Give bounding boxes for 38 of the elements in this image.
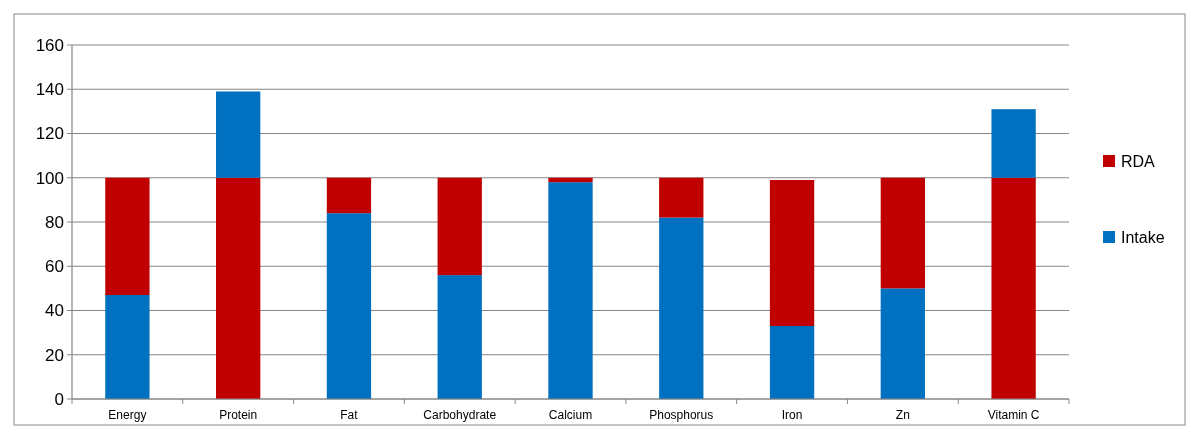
x-tick-label: Iron [781,408,803,422]
y-tick-label: 100 [35,168,64,188]
bar [548,182,593,399]
bar [659,217,704,399]
y-tick-label: 80 [45,212,64,232]
x-tick-label: Energy [108,408,147,422]
y-tick-label: 0 [54,389,64,409]
bar [105,295,150,399]
y-tick-label: 140 [35,80,64,100]
y-tick-label: 20 [45,345,64,365]
bar [659,177,704,218]
legend-label: Intake [1121,228,1165,246]
x-tick-label: Zn [895,408,910,422]
bar [326,177,372,214]
bar [880,288,925,399]
x-tick-label: Phosphorus [649,408,714,422]
bar [437,275,482,399]
bar [548,177,593,183]
y-tick-label: 40 [45,301,64,321]
bar [880,177,925,289]
x-tick-label: Vitamin C [987,408,1040,422]
bar [991,177,1036,399]
x-tick-label: Carbohydrate [423,408,497,422]
bar [105,177,150,296]
bar [437,177,482,276]
x-tick-label: Fat [340,408,359,422]
bar [769,325,815,399]
legend-label: RDA [1121,152,1156,170]
x-tick-label: Protein [219,408,258,422]
bar [991,109,1036,178]
bar [216,91,261,178]
x-tick-label: Calcium [548,408,593,422]
y-tick-label: 160 [35,35,64,55]
y-tick-label: 60 [45,257,64,277]
bar [216,177,261,399]
y-tick-label: 120 [35,124,64,144]
bar [769,179,815,326]
bar [326,213,372,399]
